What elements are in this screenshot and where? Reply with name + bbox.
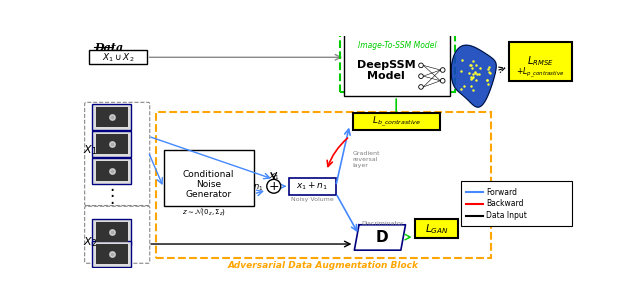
Text: DeepSSM: DeepSSM (357, 61, 415, 70)
Text: .: . (109, 183, 115, 201)
Text: Forward: Forward (486, 188, 517, 197)
Text: Noise: Noise (196, 180, 221, 189)
Text: $X_2$: $X_2$ (83, 236, 97, 250)
Bar (344, 27, 451, 96)
Bar (90, 50, 147, 64)
Circle shape (419, 74, 423, 79)
Text: Noisy Volume: Noisy Volume (291, 197, 334, 202)
Polygon shape (355, 225, 406, 250)
Circle shape (440, 68, 445, 72)
Bar (95, 134, 128, 154)
Bar (95, 161, 128, 181)
Bar (92, 158, 131, 184)
Bar (156, 112, 491, 258)
Text: $n_1$: $n_1$ (253, 183, 264, 193)
Text: $x_1+n_1$: $x_1+n_1$ (296, 181, 328, 192)
Bar (415, 219, 458, 238)
Text: Data Input: Data Input (486, 211, 527, 220)
Bar (353, 113, 440, 130)
Bar (289, 178, 336, 195)
Text: Data: Data (94, 42, 123, 53)
Text: $x_1$: $x_1$ (269, 172, 279, 182)
Text: $+ L_{p\_contrastive}$: $+ L_{p\_contrastive}$ (516, 66, 564, 80)
Bar (95, 107, 128, 127)
Text: Model: Model (367, 71, 405, 81)
Text: $L_{GAN}$: $L_{GAN}$ (425, 222, 448, 235)
Circle shape (419, 63, 423, 68)
Text: D: D (376, 230, 388, 245)
Text: Generator: Generator (186, 190, 232, 199)
Bar (92, 241, 131, 267)
Bar (92, 219, 131, 245)
Bar (95, 244, 128, 264)
Text: +: + (268, 180, 279, 193)
Text: $L_{RMSE}$: $L_{RMSE}$ (527, 54, 554, 68)
Text: $X_1$: $X_1$ (83, 143, 97, 157)
Bar (509, 42, 572, 81)
Text: .: . (109, 177, 115, 195)
Text: Adversarial Data Augmentation Block: Adversarial Data Augmentation Block (228, 261, 419, 270)
Bar (95, 222, 128, 242)
Bar (92, 131, 131, 157)
Text: Backward: Backward (486, 200, 524, 209)
Text: .: . (109, 190, 115, 208)
Polygon shape (451, 45, 496, 107)
Bar (164, 150, 253, 206)
Circle shape (419, 85, 423, 89)
Circle shape (440, 79, 445, 83)
Text: $L_{b\_contrastive}$: $L_{b\_contrastive}$ (372, 114, 421, 129)
Bar (461, 181, 572, 225)
Text: $z \sim \mathcal{N}(0_z, \Sigma_z)$: $z \sim \mathcal{N}(0_z, \Sigma_z)$ (182, 206, 226, 217)
Text: $X_1 \cup X_2$: $X_1 \cup X_2$ (102, 51, 134, 64)
Circle shape (267, 179, 281, 193)
Text: Image-To-SSM Model: Image-To-SSM Model (358, 41, 437, 50)
Bar (92, 104, 131, 130)
Text: Gradient
reversal
layer: Gradient reversal layer (353, 151, 380, 168)
Bar (340, 10, 455, 92)
Text: Discriminator: Discriminator (361, 221, 403, 226)
Text: Conditional: Conditional (183, 170, 234, 179)
